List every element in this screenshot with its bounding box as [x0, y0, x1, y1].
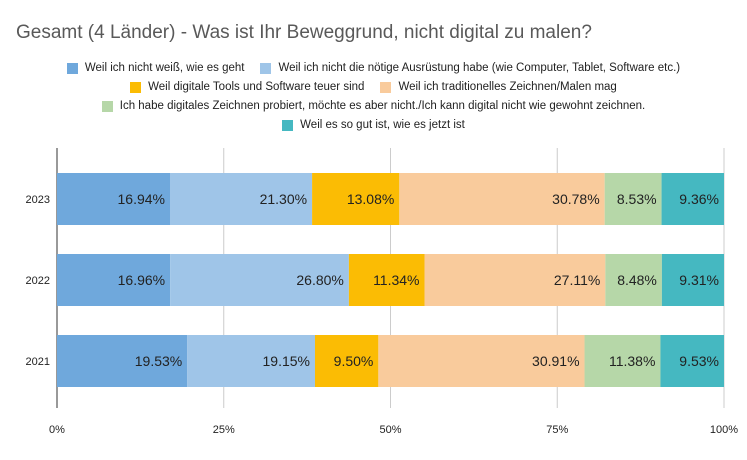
bar-segment [660, 335, 724, 387]
x-tick-label: 25% [213, 424, 235, 436]
data-label: 13.08% [347, 191, 394, 207]
y-category-label: 2023 [26, 194, 50, 206]
legend-label: Ich habe digitales Zeichnen probiert, mö… [119, 100, 646, 112]
bar-segment [605, 254, 662, 306]
bar-segment [57, 335, 188, 387]
legend-label: Weil digitale Tools und Software teuer s… [148, 81, 365, 93]
legend-label: Weil es so gut ist, wie es jetzt ist [300, 119, 465, 131]
data-label: 27.11% [554, 272, 600, 288]
bar-segment [661, 254, 724, 306]
legend-row: Ich habe digitales Zeichnen probiert, mö… [0, 100, 747, 112]
bar-segment [604, 173, 662, 225]
legend-swatch [130, 81, 142, 93]
data-label: 9.31% [679, 272, 719, 288]
data-label: 19.53% [135, 353, 182, 369]
legend-item: Weil es so gut ist, wie es jetzt ist [282, 119, 465, 131]
data-label: 19.15% [263, 353, 310, 369]
legend-item: Weil ich nicht weiß, wie es geht [66, 62, 245, 74]
legend-swatch [260, 62, 272, 74]
x-tick-label: 75% [546, 424, 568, 436]
bar-segment [170, 254, 349, 306]
bar-segment [314, 335, 379, 387]
bar-segment [187, 335, 315, 387]
legend-row: Weil es so gut ist, wie es jetzt ist [0, 119, 747, 131]
x-tick-label: 50% [379, 424, 401, 436]
data-label: 9.53% [679, 353, 719, 369]
legend-item: Weil ich nicht die nötige Ausrüstung hab… [260, 62, 680, 74]
legend-swatch [282, 119, 294, 131]
data-label: 11.34% [373, 272, 419, 288]
legend-row: Weil digitale Tools und Software teuer s… [0, 81, 747, 93]
legend-label: Weil ich traditionelles Zeichnen/Malen m… [398, 81, 617, 93]
data-label: 30.91% [532, 353, 579, 369]
bar-segment [661, 173, 724, 225]
legend-row: Weil ich nicht weiß, wie es geht Weil ich… [0, 62, 747, 74]
bar-segment [378, 335, 585, 387]
chart-title: Gesamt (4 Länder) - Was ist Ihr Beweggru… [16, 22, 592, 43]
data-label: 30.78% [552, 191, 599, 207]
data-label: 16.96% [118, 272, 165, 288]
data-label: 11.38% [609, 353, 655, 369]
bar-segment [424, 254, 606, 306]
legend-label: Weil ich nicht weiß, wie es geht [84, 62, 245, 74]
data-label: 26.80% [296, 272, 343, 288]
data-label: 8.48% [617, 272, 657, 288]
data-label: 9.50% [334, 353, 374, 369]
bar-segment [399, 173, 605, 225]
data-label: 16.94% [118, 191, 165, 207]
bar-segment [348, 254, 425, 306]
legend-item: Weil digitale Tools und Software teuer s… [130, 81, 364, 93]
y-category-label: 2022 [26, 275, 50, 287]
data-label: 8.53% [617, 191, 657, 207]
legend-label: Weil ich nicht die nötige Ausrüstung hab… [278, 62, 681, 74]
x-tick-label: 0% [49, 424, 65, 436]
legend-item: Ich habe digitales Zeichnen probiert, mö… [101, 100, 646, 112]
legend-item: Weil ich traditionelles Zeichnen/Malen m… [380, 81, 617, 93]
data-label: 9.36% [679, 191, 719, 207]
bar-segment [312, 173, 400, 225]
legend-swatch [101, 100, 113, 112]
legend-swatch [66, 62, 78, 74]
data-label: 21.30% [260, 191, 307, 207]
bar-segment [584, 335, 661, 387]
y-category-label: 2021 [26, 356, 50, 368]
bar-segment [170, 173, 313, 225]
bar-segment [57, 254, 171, 306]
legend-swatch [380, 81, 392, 93]
x-tick-label: 100% [710, 424, 738, 436]
bar-segment [57, 173, 171, 225]
